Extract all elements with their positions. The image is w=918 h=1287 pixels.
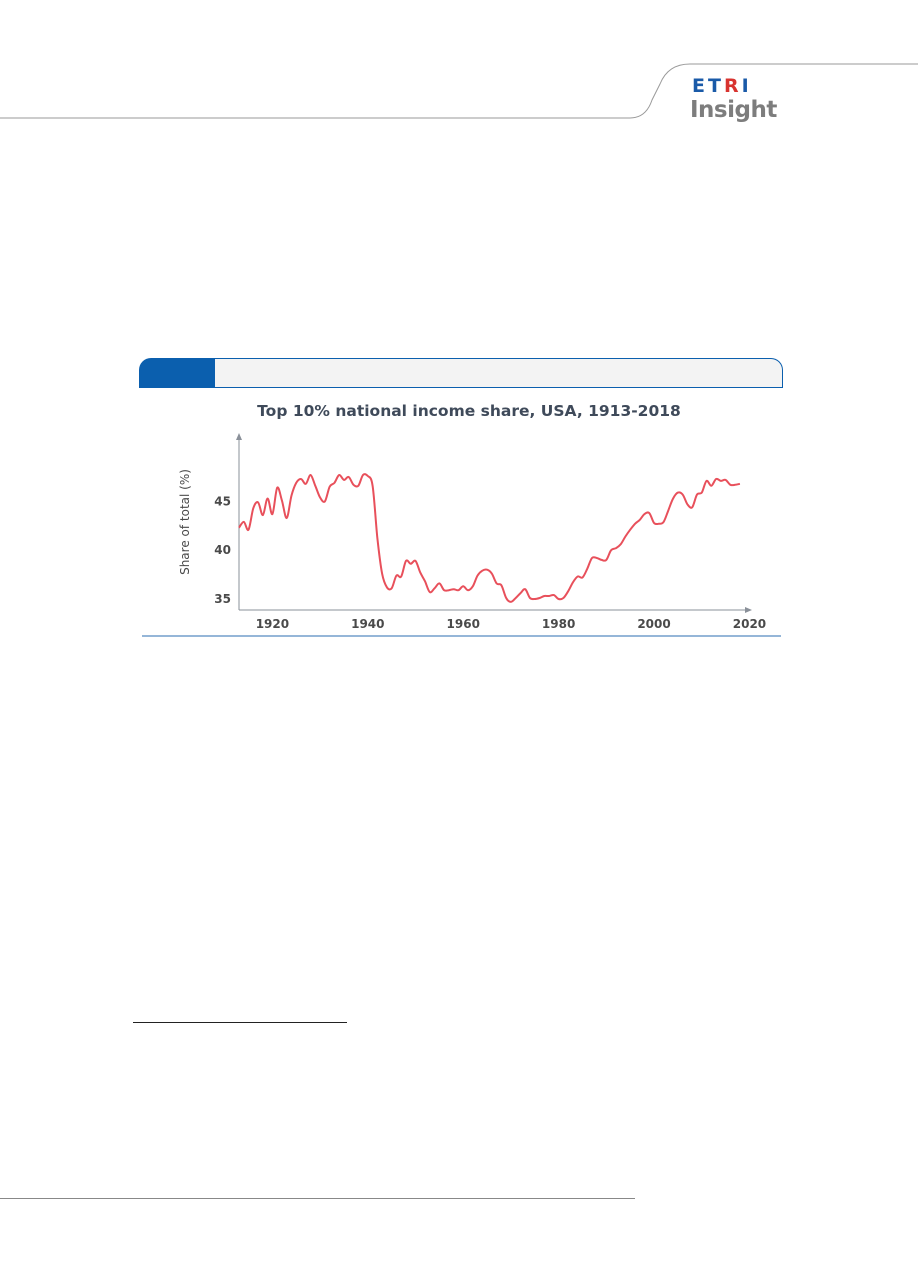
y-tick-label: 45: [214, 494, 231, 508]
chart-ticks: 35 40 45 1920 1940 1960 1980 2000 2020: [214, 494, 766, 631]
logo-r: R: [723, 75, 742, 97]
x-tick-label: 1960: [447, 617, 480, 631]
insight-logo: Insight: [690, 97, 777, 123]
y-axis-label: Share of total (%): [178, 469, 192, 575]
chart-axes: [236, 433, 752, 613]
x-tick-label: 1940: [351, 617, 384, 631]
figure-caption-body: [215, 358, 783, 388]
figure-caption-bar: [139, 358, 784, 388]
figure-number-tab: [139, 358, 215, 388]
footer-separator: [0, 1198, 635, 1199]
y-tick-label: 35: [214, 592, 231, 606]
logo-et: ET: [692, 75, 724, 97]
x-tick-label: 2020: [733, 617, 766, 631]
series-line: [238, 473, 741, 603]
income-share-chart: Top 10% national income share, USA, 1913…: [142, 402, 781, 637]
x-tick-label: 1980: [542, 617, 575, 631]
y-axis-arrow: [236, 433, 242, 440]
x-tick-label: 1920: [256, 617, 289, 631]
x-tick-label: 2000: [637, 617, 670, 631]
header-rule: [0, 63, 918, 119]
chart-title: Top 10% national income share, USA, 1913…: [257, 402, 681, 420]
y-tick-label: 40: [214, 543, 231, 557]
footnote-separator: [133, 1022, 347, 1023]
header-decoration: [0, 63, 918, 119]
x-axis-arrow: [745, 607, 752, 613]
logo-i: I: [741, 75, 752, 97]
etri-logo: ETRI: [692, 76, 752, 96]
